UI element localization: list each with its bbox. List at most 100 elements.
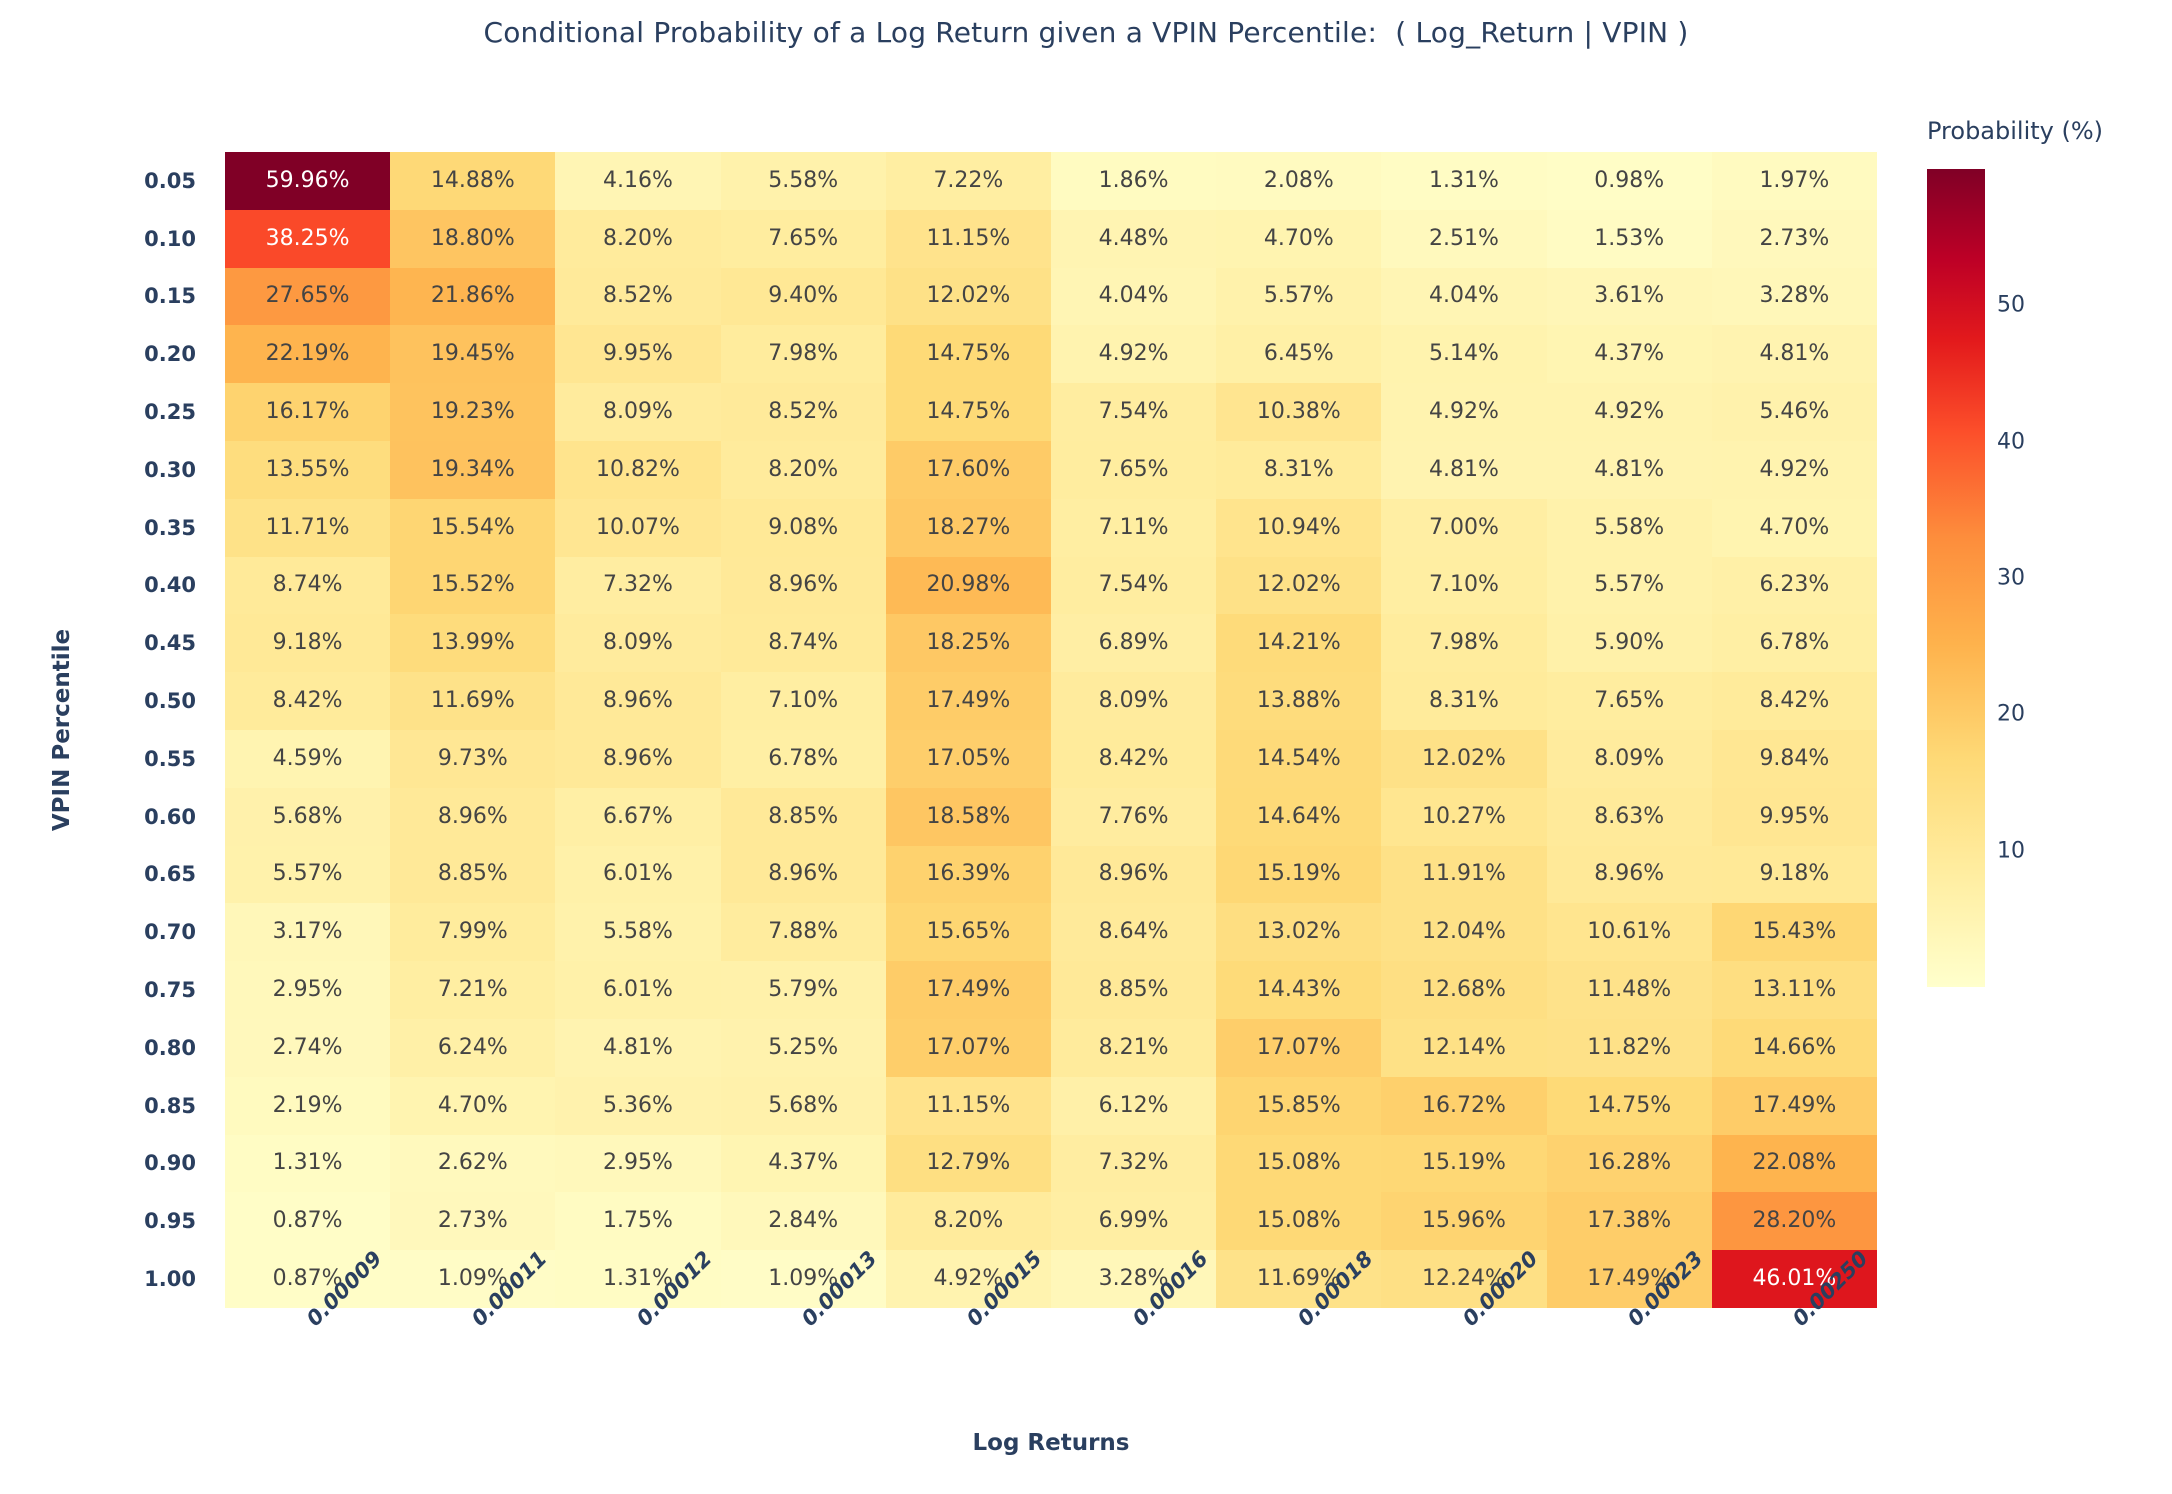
heatmap-cell: 5.68% — [720, 1076, 886, 1135]
heatmap-cell-value: 5.57% — [1594, 572, 1665, 598]
heatmap-cell-value: 11.15% — [926, 225, 1011, 251]
heatmap-cell: 19.34% — [390, 440, 556, 499]
heatmap-cell-value: 10.94% — [1256, 514, 1341, 540]
heatmap-cell-value: 14.64% — [1256, 803, 1341, 829]
heatmap-cell: 5.57% — [1216, 267, 1382, 326]
heatmap-cell-value: 18.58% — [926, 803, 1011, 829]
heatmap-cell-value: 15.19% — [1422, 1150, 1506, 1176]
heatmap-cell: 4.37% — [720, 1134, 886, 1193]
heatmap-cell-value: 12.79% — [926, 1150, 1011, 1176]
heatmap-cell: 7.88% — [720, 903, 886, 962]
heatmap-cell: 8.21% — [1050, 1018, 1217, 1077]
heatmap-cell: 9.18% — [1711, 845, 1877, 904]
heatmap-cell: 4.37% — [1546, 325, 1712, 384]
heatmap-cell: 2.73% — [390, 1192, 556, 1251]
heatmap-cell-value: 6.89% — [1098, 630, 1169, 656]
heatmap-cell-value: 6.01% — [603, 977, 673, 1003]
heatmap-cell-value: 9.18% — [272, 630, 343, 656]
heatmap-cell: 19.23% — [390, 383, 556, 441]
heatmap-cell: 15.96% — [1381, 1192, 1547, 1251]
y-axis-tick-label: 0.25 — [144, 400, 196, 425]
heatmap-cell-value: 5.68% — [272, 803, 343, 829]
heatmap-cell: 14.88% — [390, 152, 556, 210]
heatmap-cell-value: 4.81% — [603, 1034, 673, 1060]
heatmap-cell: 8.96% — [720, 556, 886, 615]
heatmap-cell-value: 14.88% — [430, 167, 515, 193]
y-axis-tick-label: 0.35 — [144, 515, 196, 540]
heatmap-cell: 7.54% — [1050, 383, 1217, 441]
heatmap-cell-value: 14.75% — [1587, 1092, 1672, 1118]
heatmap-cell: 7.22% — [885, 152, 1051, 210]
heatmap-cell-value: 4.81% — [1429, 456, 1499, 482]
heatmap-cell: 15.43% — [1711, 903, 1877, 962]
heatmap-cell: 8.74% — [225, 556, 391, 615]
heatmap-cell: 0.87% — [225, 1250, 391, 1308]
heatmap-cell: 17.07% — [1216, 1018, 1382, 1077]
x-axis-tick-label: 0.00020 — [1381, 1246, 1546, 1428]
heatmap-cell-value: 10.61% — [1587, 919, 1672, 945]
heatmap-cell-value: 9.95% — [1759, 803, 1830, 829]
heatmap-cell: 3.61% — [1546, 267, 1712, 326]
y-axis-tick-label: 0.10 — [144, 226, 196, 251]
heatmap-cell-value: 2.73% — [437, 1208, 508, 1234]
heatmap-cell-value: 7.54% — [1098, 399, 1169, 425]
heatmap-cell: 3.17% — [225, 903, 391, 962]
colorbar-tick-label: 20 — [1997, 701, 2025, 727]
heatmap-cell: 9.95% — [555, 325, 721, 384]
x-axis-tick-label: 0.00015 — [886, 1246, 1051, 1428]
heatmap-cell-value: 8.09% — [603, 399, 673, 425]
x-axis-tick-label: 0.00012 — [555, 1246, 720, 1428]
heatmap-cell: 7.99% — [390, 903, 556, 962]
colorbar-gradient — [1927, 169, 1985, 987]
colorbar-tick-label: 10 — [1997, 838, 2025, 864]
heatmap-cell: 6.45% — [1216, 325, 1382, 384]
heatmap-cell-value: 4.37% — [1594, 341, 1665, 367]
heatmap-cell-value: 8.09% — [1098, 688, 1169, 714]
heatmap-cell-value: 2.95% — [603, 1150, 673, 1176]
heatmap-cell-value: 11.69% — [1256, 1266, 1341, 1292]
heatmap-cell: 0.87% — [225, 1192, 391, 1251]
colorbar-title: Probability (%) — [1927, 117, 2104, 145]
heatmap-cell-value: 3.17% — [272, 919, 343, 945]
heatmap-cell-value: 9.08% — [768, 514, 839, 540]
heatmap-cell: 9.40% — [720, 267, 886, 326]
heatmap-cell-value: 8.20% — [768, 456, 839, 482]
heatmap-cell: 4.70% — [390, 1076, 556, 1135]
heatmap-cell-value: 1.53% — [1594, 225, 1665, 251]
y-axis-tick-label: 0.80 — [144, 1035, 196, 1060]
heatmap-cell: 7.65% — [720, 209, 886, 268]
heatmap-cell-value: 2.95% — [272, 977, 343, 1003]
heatmap-cell-value: 7.98% — [1429, 630, 1499, 656]
heatmap-cell-value: 8.96% — [603, 745, 673, 771]
heatmap-cell-value: 10.07% — [596, 514, 680, 540]
heatmap-cell: 18.58% — [885, 787, 1051, 846]
heatmap-cell-value: 9.84% — [1759, 745, 1830, 771]
heatmap-cell-value: 20.98% — [926, 572, 1011, 598]
heatmap-cell: 8.31% — [1381, 672, 1547, 730]
heatmap-cell: 7.32% — [1050, 1134, 1217, 1193]
x-axis-tick-label: 0.00009 — [225, 1246, 390, 1428]
heatmap-cell-value: 8.09% — [1594, 745, 1665, 771]
heatmap-cell-value: 17.49% — [926, 688, 1011, 714]
heatmap-cell-value: 28.20% — [1752, 1208, 1837, 1234]
heatmap-cell-value: 4.70% — [1759, 514, 1830, 540]
heatmap-cell-value: 4.92% — [1594, 399, 1665, 425]
heatmap-cell-value: 1.31% — [272, 1150, 343, 1176]
heatmap-cell-value: 4.59% — [272, 745, 343, 771]
heatmap-cell: 2.74% — [225, 1018, 391, 1077]
heatmap-cell: 14.54% — [1216, 729, 1382, 788]
heatmap-cell: 10.07% — [555, 498, 721, 557]
heatmap-cell-value: 8.96% — [768, 572, 839, 598]
x-axis-tick-label: 0.00018 — [1216, 1246, 1381, 1428]
heatmap-cell-value: 14.54% — [1256, 745, 1341, 771]
heatmap-cell-value: 8.21% — [1098, 1034, 1169, 1060]
heatmap-cell-value: 7.76% — [1098, 803, 1169, 829]
heatmap-cell: 10.94% — [1216, 498, 1382, 557]
heatmap-cell-value: 8.96% — [1098, 861, 1169, 887]
heatmap-cell: 5.58% — [555, 903, 721, 962]
heatmap-cell-value: 1.97% — [1759, 167, 1830, 193]
heatmap-cell: 22.19% — [225, 325, 391, 384]
heatmap-cell: 6.99% — [1050, 1192, 1217, 1251]
heatmap-cell-value: 17.49% — [1587, 1266, 1672, 1292]
heatmap-cell: 8.85% — [390, 845, 556, 904]
